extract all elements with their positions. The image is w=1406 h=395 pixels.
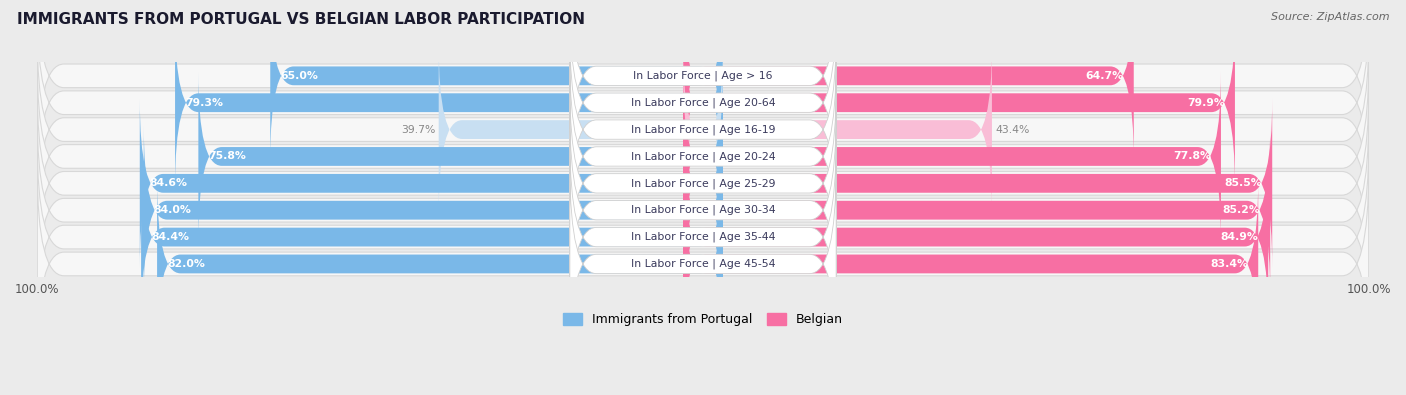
- FancyBboxPatch shape: [569, 113, 837, 308]
- Text: In Labor Force | Age 20-64: In Labor Force | Age 20-64: [631, 98, 775, 108]
- FancyBboxPatch shape: [157, 179, 723, 349]
- Text: 84.6%: 84.6%: [150, 178, 188, 188]
- Text: 64.7%: 64.7%: [1085, 71, 1123, 81]
- FancyBboxPatch shape: [569, 139, 837, 335]
- FancyBboxPatch shape: [683, 152, 1268, 322]
- FancyBboxPatch shape: [37, 88, 1369, 279]
- Text: 84.0%: 84.0%: [153, 205, 191, 215]
- FancyBboxPatch shape: [569, 58, 837, 254]
- FancyBboxPatch shape: [176, 18, 723, 187]
- FancyBboxPatch shape: [37, 168, 1369, 359]
- FancyBboxPatch shape: [37, 61, 1369, 252]
- Text: In Labor Force | Age 25-29: In Labor Force | Age 25-29: [631, 178, 775, 188]
- FancyBboxPatch shape: [37, 7, 1369, 198]
- Text: 83.4%: 83.4%: [1211, 259, 1249, 269]
- FancyBboxPatch shape: [37, 141, 1369, 333]
- Text: IMMIGRANTS FROM PORTUGAL VS BELGIAN LABOR PARTICIPATION: IMMIGRANTS FROM PORTUGAL VS BELGIAN LABO…: [17, 12, 585, 27]
- FancyBboxPatch shape: [198, 72, 723, 241]
- Text: 79.3%: 79.3%: [186, 98, 224, 108]
- FancyBboxPatch shape: [569, 85, 837, 281]
- Text: 79.9%: 79.9%: [1187, 98, 1225, 108]
- FancyBboxPatch shape: [683, 18, 1234, 187]
- Text: Source: ZipAtlas.com: Source: ZipAtlas.com: [1271, 12, 1389, 22]
- Text: 84.4%: 84.4%: [150, 232, 188, 242]
- Text: 85.2%: 85.2%: [1222, 205, 1260, 215]
- Text: 65.0%: 65.0%: [280, 71, 318, 81]
- FancyBboxPatch shape: [569, 5, 837, 201]
- FancyBboxPatch shape: [37, 115, 1369, 306]
- FancyBboxPatch shape: [683, 72, 1220, 241]
- Text: In Labor Force | Age > 16: In Labor Force | Age > 16: [633, 71, 773, 81]
- FancyBboxPatch shape: [139, 99, 723, 268]
- Text: 75.8%: 75.8%: [208, 151, 246, 162]
- Text: 39.7%: 39.7%: [401, 124, 436, 135]
- Text: 84.9%: 84.9%: [1220, 232, 1258, 242]
- Text: 85.5%: 85.5%: [1225, 178, 1263, 188]
- FancyBboxPatch shape: [37, 34, 1369, 225]
- Text: In Labor Force | Age 45-54: In Labor Force | Age 45-54: [631, 259, 775, 269]
- FancyBboxPatch shape: [270, 0, 723, 160]
- FancyBboxPatch shape: [439, 45, 723, 214]
- FancyBboxPatch shape: [37, 0, 1369, 171]
- Text: In Labor Force | Age 35-44: In Labor Force | Age 35-44: [631, 232, 775, 242]
- FancyBboxPatch shape: [683, 126, 1270, 295]
- FancyBboxPatch shape: [143, 126, 723, 295]
- FancyBboxPatch shape: [683, 99, 1272, 268]
- FancyBboxPatch shape: [141, 152, 723, 322]
- FancyBboxPatch shape: [569, 166, 837, 362]
- Text: 43.4%: 43.4%: [995, 124, 1029, 135]
- Text: 77.8%: 77.8%: [1173, 151, 1211, 162]
- Text: In Labor Force | Age 20-24: In Labor Force | Age 20-24: [631, 151, 775, 162]
- Legend: Immigrants from Portugal, Belgian: Immigrants from Portugal, Belgian: [558, 308, 848, 331]
- FancyBboxPatch shape: [569, 0, 837, 174]
- Text: In Labor Force | Age 16-19: In Labor Force | Age 16-19: [631, 124, 775, 135]
- FancyBboxPatch shape: [683, 0, 1133, 160]
- FancyBboxPatch shape: [569, 32, 837, 228]
- FancyBboxPatch shape: [683, 179, 1258, 349]
- Text: In Labor Force | Age 30-34: In Labor Force | Age 30-34: [631, 205, 775, 215]
- FancyBboxPatch shape: [683, 45, 993, 214]
- Text: 82.0%: 82.0%: [167, 259, 205, 269]
